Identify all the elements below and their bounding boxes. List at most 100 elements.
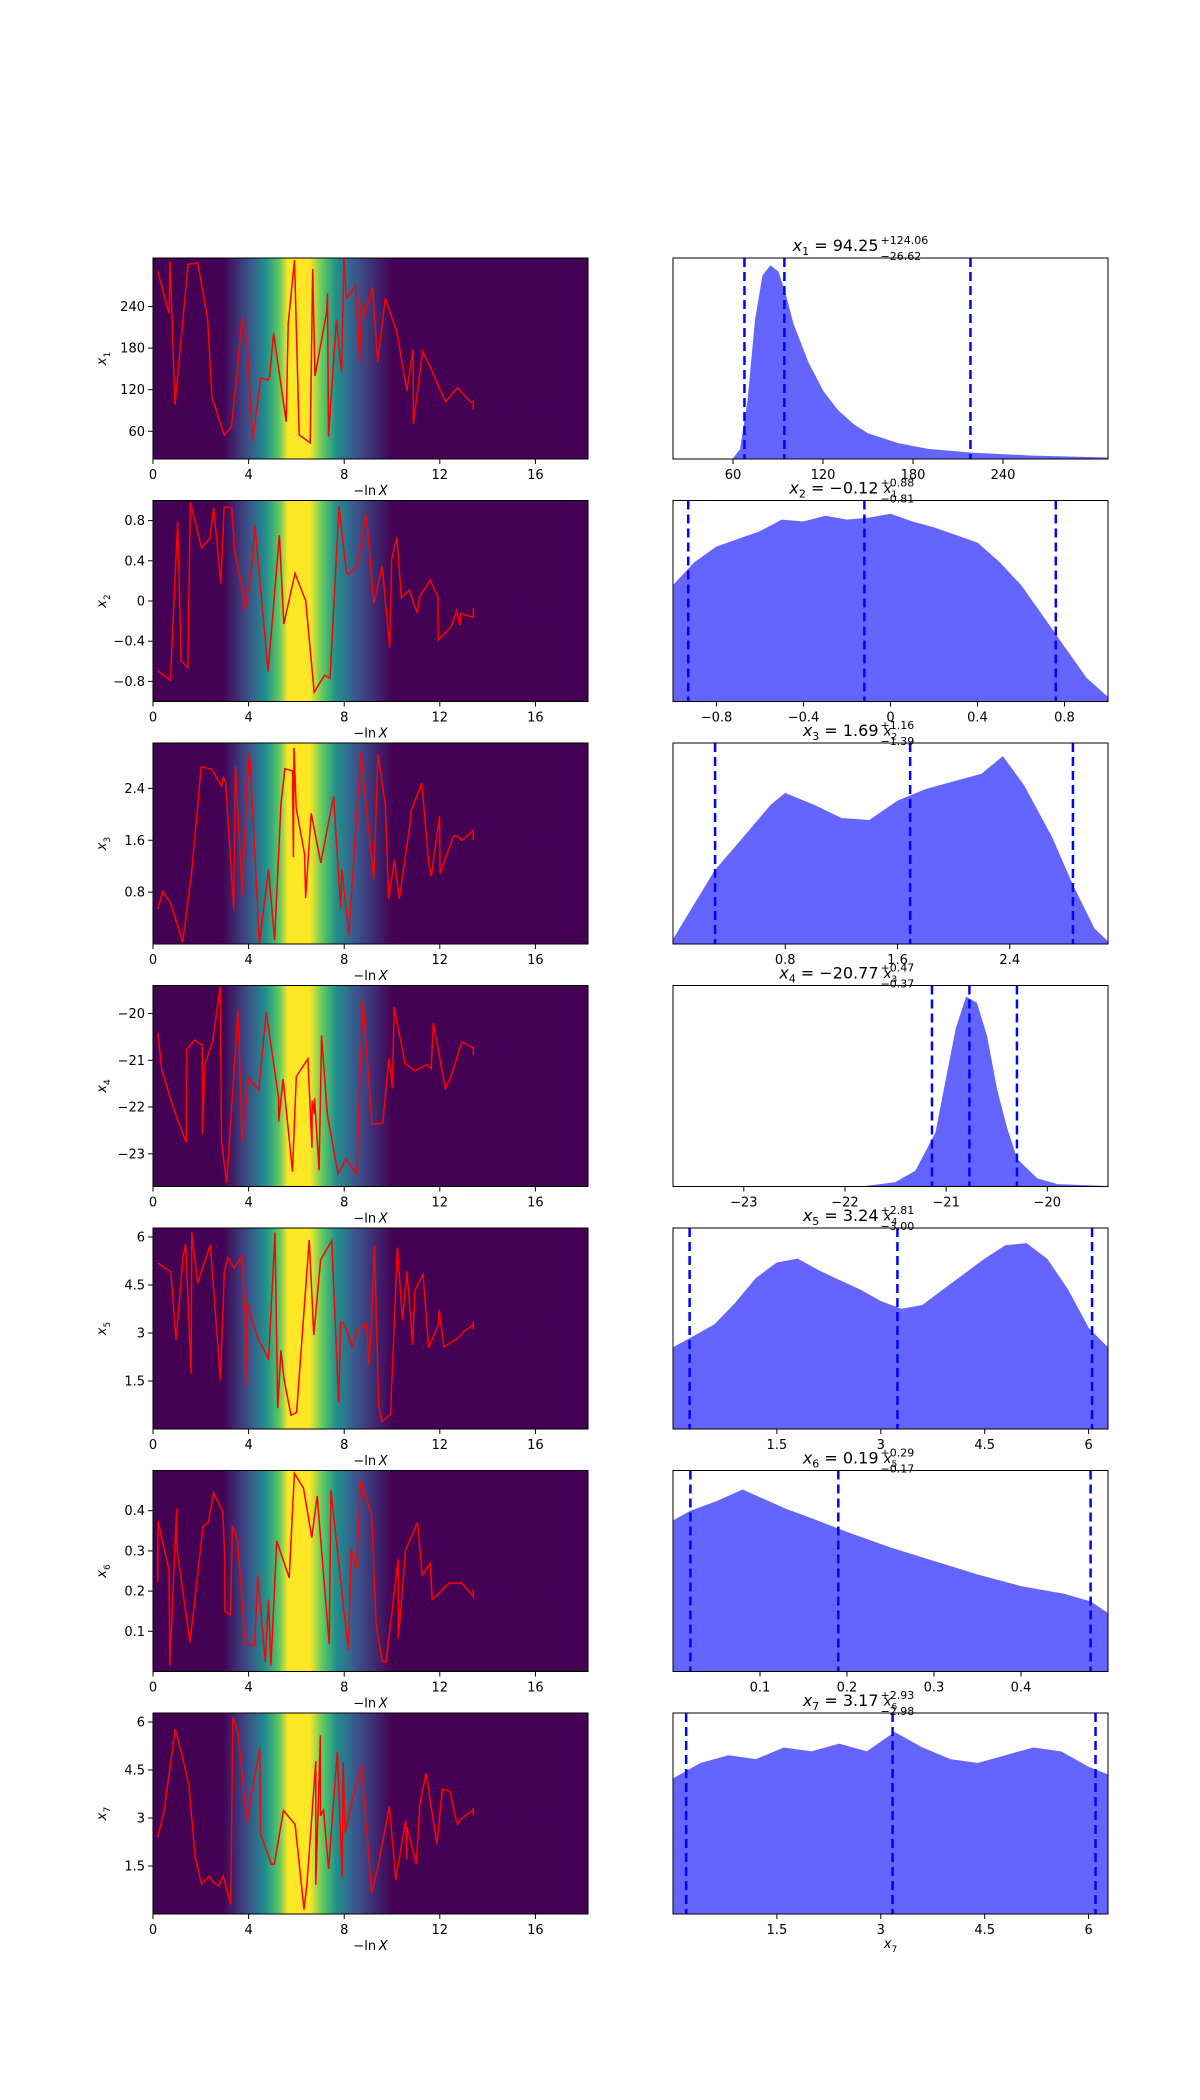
trace-point xyxy=(410,424,414,428)
trace-x-tick-label: 0 xyxy=(149,1438,157,1453)
trace-point xyxy=(492,1798,496,1803)
trace-point xyxy=(444,587,448,591)
trace-point xyxy=(400,1797,404,1801)
trace-point xyxy=(415,628,420,632)
trace-point xyxy=(484,1787,488,1792)
trace-y-tick-label: 240 xyxy=(120,300,145,315)
trace-point xyxy=(395,1320,399,1324)
trace-point xyxy=(488,1316,492,1320)
trace-point xyxy=(395,417,399,421)
trace-point xyxy=(533,403,537,407)
trace-point xyxy=(537,1805,542,1809)
trace-point xyxy=(395,1324,399,1328)
trace-point xyxy=(522,413,526,417)
trace-point xyxy=(457,1325,461,1330)
trace-y-label: x2 xyxy=(95,594,113,608)
trace-point xyxy=(435,1789,439,1793)
trace-point xyxy=(500,1042,504,1046)
trace-point xyxy=(391,1790,395,1794)
trace-point xyxy=(551,839,555,843)
posterior-frame xyxy=(672,257,1109,460)
trace-point xyxy=(421,1589,425,1593)
trace-point xyxy=(393,390,398,394)
trace-point xyxy=(403,1354,407,1358)
trace-point xyxy=(494,845,498,849)
trace-point xyxy=(430,839,434,843)
trace-point xyxy=(473,593,477,598)
trace-point xyxy=(529,401,534,405)
trace-x-label: −ln X xyxy=(353,727,388,742)
trace-point xyxy=(475,383,479,387)
trace-line xyxy=(157,747,475,944)
trace-point xyxy=(431,405,435,409)
trace-point xyxy=(442,388,446,392)
trace-point xyxy=(404,823,408,828)
trace-point xyxy=(407,634,411,638)
trace-point xyxy=(477,1835,482,1839)
trace-point xyxy=(398,853,402,858)
trace-point xyxy=(391,838,395,842)
trace-point xyxy=(480,406,484,410)
trace-point xyxy=(412,818,416,822)
trace-point xyxy=(420,1577,424,1581)
trace-point xyxy=(406,1354,410,1358)
trace-point xyxy=(569,1595,573,1599)
trace-point xyxy=(426,1046,430,1050)
trace-point xyxy=(415,625,419,629)
trace-y-label: x7 xyxy=(95,1807,113,1821)
trace-point xyxy=(441,385,446,389)
trace-point xyxy=(486,1042,490,1047)
trace-point xyxy=(516,1046,520,1050)
trace-point xyxy=(425,396,429,400)
trace-point xyxy=(469,408,473,412)
trace-point xyxy=(449,1604,453,1608)
trace-point xyxy=(469,814,474,818)
trace-point xyxy=(469,1335,473,1340)
trace-point xyxy=(556,403,560,407)
trace-point xyxy=(409,869,413,873)
trace-x-tick-label: 12 xyxy=(432,1681,449,1696)
trace-x-tick-label: 0 xyxy=(149,953,157,968)
trace-point xyxy=(494,827,498,831)
trace-point xyxy=(507,837,511,842)
trace-x-tick-label: 16 xyxy=(527,1681,544,1696)
posterior-x-tick-label: −21 xyxy=(932,1196,959,1211)
trace-point xyxy=(555,1816,560,1820)
trace-x-tick-label: 12 xyxy=(432,953,449,968)
trace-point xyxy=(421,1550,425,1554)
trace-point xyxy=(484,1588,488,1592)
trace-point xyxy=(462,816,466,820)
trace-point xyxy=(549,403,554,407)
trace-point xyxy=(453,1310,457,1314)
trace-point xyxy=(523,1806,527,1811)
trace-point xyxy=(415,1331,419,1335)
trace-point xyxy=(520,605,524,609)
trace-point xyxy=(431,411,435,416)
trace-point xyxy=(430,1345,434,1349)
trace-point xyxy=(470,1313,474,1317)
trace-point xyxy=(474,1797,478,1801)
trace-point xyxy=(468,1598,472,1602)
trace-y-tick-label: 0.3 xyxy=(124,1544,145,1559)
trace-point xyxy=(513,1562,517,1566)
trace-point xyxy=(403,1375,407,1379)
trace-point xyxy=(487,404,491,408)
trace-point xyxy=(432,1619,437,1623)
posterior-title: x6 = 0.19 xyxy=(802,1449,879,1471)
trace-point xyxy=(484,1595,488,1599)
trace-density-background xyxy=(153,500,588,702)
trace-point xyxy=(503,1622,507,1626)
trace-point xyxy=(505,616,509,620)
trace-point xyxy=(442,1316,446,1321)
posterior-frame xyxy=(672,1470,1109,1672)
trace-point xyxy=(564,829,568,833)
trace-point xyxy=(525,1318,530,1322)
trace-point xyxy=(500,833,505,837)
posterior-title-err-minus: −0.81 xyxy=(881,493,915,506)
trace-point xyxy=(403,663,408,668)
trace-point xyxy=(525,1325,529,1330)
trace-point xyxy=(420,1332,424,1336)
trace-point xyxy=(538,1047,542,1051)
trace-x-tick-label: 0 xyxy=(149,1923,157,1938)
trace-point xyxy=(466,419,470,423)
